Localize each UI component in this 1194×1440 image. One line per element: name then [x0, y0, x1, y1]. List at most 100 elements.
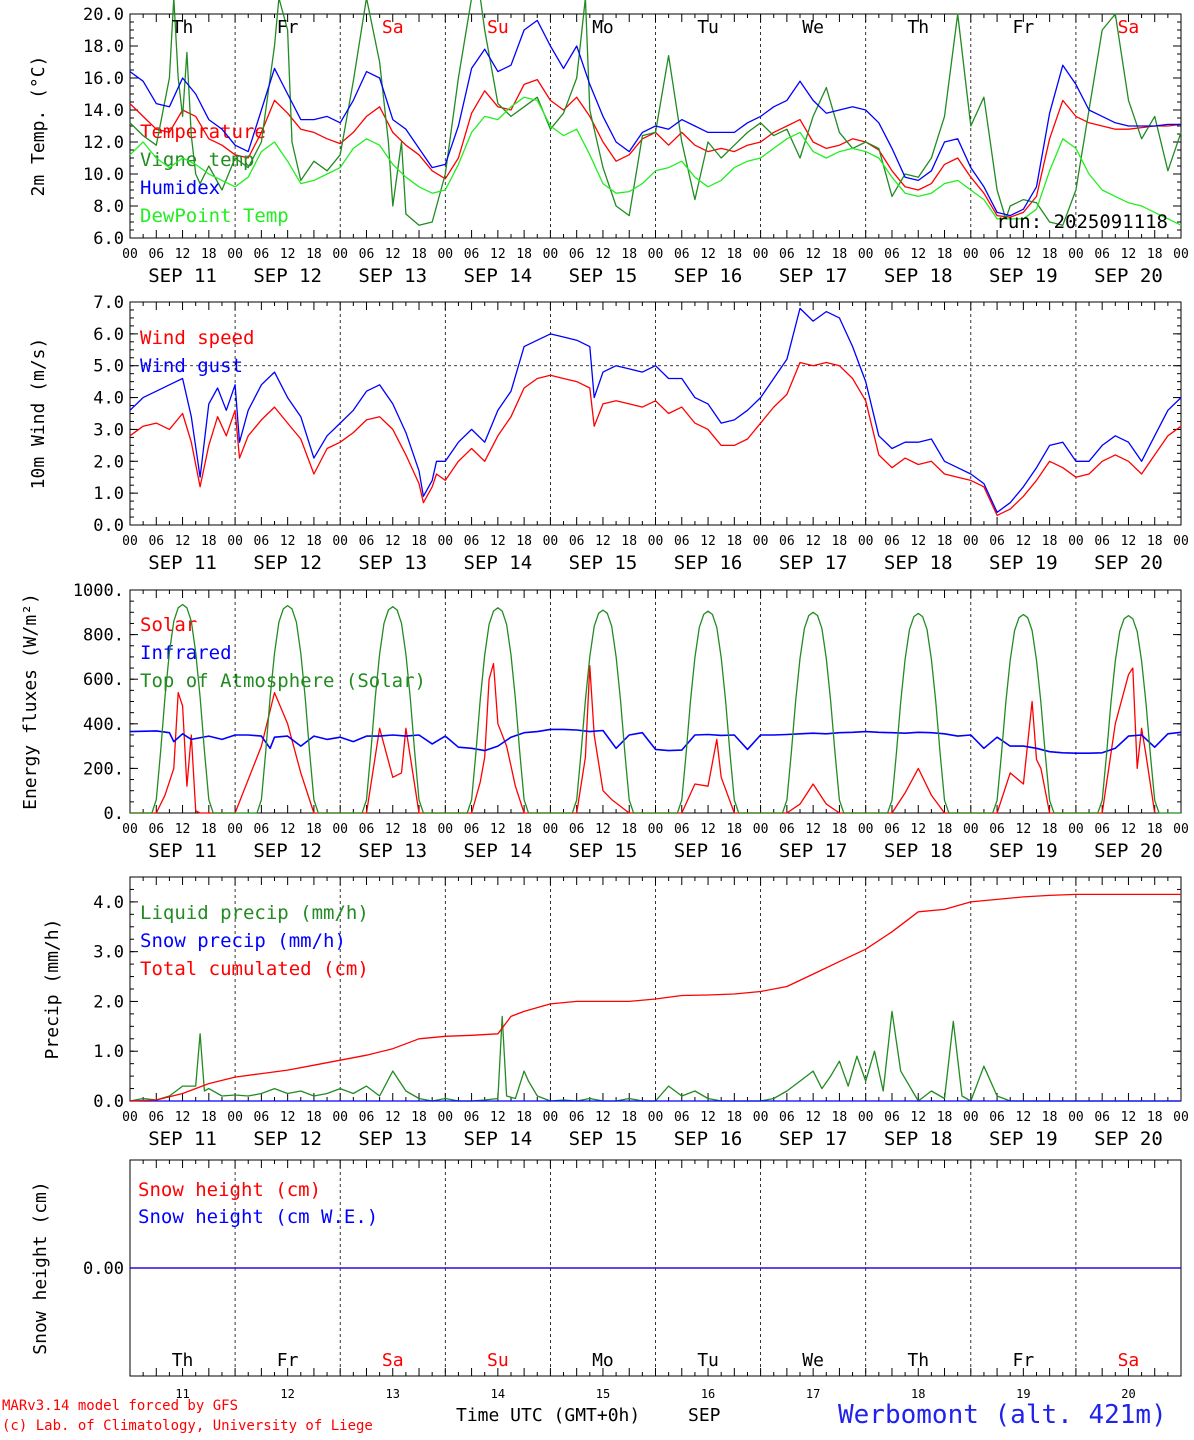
hour-tick-label: 06	[884, 534, 900, 549]
hour-tick-label: 18	[411, 247, 427, 262]
hour-tick-label: 18	[726, 247, 742, 262]
hour-tick-label: 06	[148, 247, 164, 262]
hour-tick-label: 06	[1094, 247, 1110, 262]
date-label: SEP 17	[779, 552, 848, 574]
hour-tick-label: 00	[753, 534, 769, 549]
hour-tick-label: 06	[884, 247, 900, 262]
date-label: SEP 20	[1094, 265, 1163, 287]
hour-tick-label: 18	[621, 1110, 637, 1125]
hour-tick-label: 18	[1042, 1110, 1058, 1125]
date-label: SEP 14	[464, 840, 533, 862]
date-label: SEP 11	[148, 265, 217, 287]
weekday-label: Su	[487, 1350, 509, 1371]
hour-tick-label: 18	[937, 534, 953, 549]
date-label: SEP 12	[253, 840, 322, 862]
hour-tick-label: 18	[1042, 822, 1058, 837]
hour-tick-label: 06	[254, 1110, 270, 1125]
hour-tick-label: 18	[937, 1110, 953, 1125]
y-tick-label: 16.0	[83, 69, 124, 89]
hour-tick-label: 12	[805, 1110, 821, 1125]
y-tick-label: 20.0	[83, 5, 124, 25]
hour-tick-label: 18	[201, 822, 217, 837]
series-line-humidex	[129, 19, 1181, 217]
hour-tick-label: 18	[832, 1110, 848, 1125]
hour-tick-label: 00	[332, 534, 348, 549]
hour-tick-label: 12	[595, 247, 611, 262]
hour-tick-label: 06	[148, 822, 164, 837]
hour-tick-label: 00	[963, 1110, 979, 1125]
y-axis-label: 2m Temp. (°C)	[28, 56, 49, 197]
y-tick-label: 12.0	[83, 133, 124, 153]
hour-tick-label: 12	[700, 534, 716, 549]
hour-tick-label: 00	[858, 1110, 874, 1125]
series-line-total-cumulated-cm	[129, 893, 1181, 1102]
hour-tick-label: 12	[595, 534, 611, 549]
hour-tick-label: 00	[648, 247, 664, 262]
hour-tick-label: 00	[437, 822, 453, 837]
hour-tick-label: 00	[648, 1110, 664, 1125]
hour-tick-label: 18	[1147, 822, 1163, 837]
hour-tick-label: 12	[490, 247, 506, 262]
y-tick-label: 1.0	[93, 484, 124, 504]
hour-tick-label: 06	[989, 1110, 1005, 1125]
legend-entry: Vigne temp	[140, 149, 254, 171]
hour-tick-label: 12	[175, 1110, 191, 1125]
hour-tick-label: 00	[122, 247, 138, 262]
hour-tick-label: 18	[621, 247, 637, 262]
hour-tick-label: 06	[569, 822, 585, 837]
day-number-label: 12	[280, 1387, 294, 1401]
hour-tick-label: 06	[464, 534, 480, 549]
hour-tick-label: 18	[516, 822, 532, 837]
hour-tick-label: 00	[437, 534, 453, 549]
y-tick-label: 0.0	[93, 1092, 124, 1112]
hour-tick-label: 06	[359, 822, 375, 837]
hour-tick-label: 18	[516, 247, 532, 262]
weekday-label: Su	[487, 17, 509, 38]
hour-tick-label: 12	[1016, 822, 1032, 837]
hour-tick-label: 06	[1094, 822, 1110, 837]
hour-tick-label: 18	[726, 822, 742, 837]
hour-tick-label: 00	[122, 534, 138, 549]
y-tick-label: 6.0	[93, 229, 124, 249]
day-number-label: 19	[1016, 1387, 1030, 1401]
day-number-label: 20	[1121, 1387, 1135, 1401]
day-number-label: 11	[175, 1387, 189, 1401]
hour-tick-label: 18	[832, 247, 848, 262]
hour-tick-label: 00	[858, 534, 874, 549]
date-label: SEP 20	[1094, 840, 1163, 862]
legend-entry: Wind gust	[140, 355, 243, 377]
date-label: SEP 15	[569, 552, 638, 574]
series-line-wind-gust	[129, 307, 1182, 513]
date-label: SEP 16	[674, 1128, 743, 1150]
hour-tick-label: 00	[543, 534, 559, 549]
date-label: SEP 13	[358, 552, 427, 574]
hour-tick-label: 06	[674, 534, 690, 549]
hour-tick-label: 12	[175, 247, 191, 262]
hour-tick-label: 12	[805, 822, 821, 837]
y-tick-label: 1000.	[73, 581, 124, 601]
hour-tick-label: 00	[858, 247, 874, 262]
date-label: SEP 19	[989, 1128, 1058, 1150]
hour-tick-label: 00	[227, 1110, 243, 1125]
hour-tick-label: 18	[1147, 1110, 1163, 1125]
hour-tick-label: 00	[1068, 247, 1084, 262]
hour-tick-label: 06	[254, 247, 270, 262]
x-axis-title: Time UTC (GMT+0h)	[456, 1405, 641, 1426]
weekday-label: Th	[907, 17, 929, 38]
y-axis-label: Energy fluxes (W/m²)	[20, 593, 41, 810]
day-number-label: 16	[701, 1387, 715, 1401]
hour-tick-label: 12	[700, 822, 716, 837]
weekday-label: Fr	[1013, 17, 1035, 38]
hour-tick-label: 06	[779, 534, 795, 549]
date-label: SEP 17	[779, 840, 848, 862]
date-label: SEP 20	[1094, 1128, 1163, 1150]
hour-tick-label: 00	[122, 822, 138, 837]
hour-tick-label: 00	[648, 534, 664, 549]
date-label: SEP 12	[253, 265, 322, 287]
hour-tick-label: 12	[490, 1110, 506, 1125]
date-label: SEP 15	[569, 840, 638, 862]
hour-tick-label: 12	[1016, 1110, 1032, 1125]
weekday-label: Mo	[592, 1350, 614, 1371]
date-label: SEP 16	[674, 265, 743, 287]
hour-tick-label: 06	[779, 247, 795, 262]
